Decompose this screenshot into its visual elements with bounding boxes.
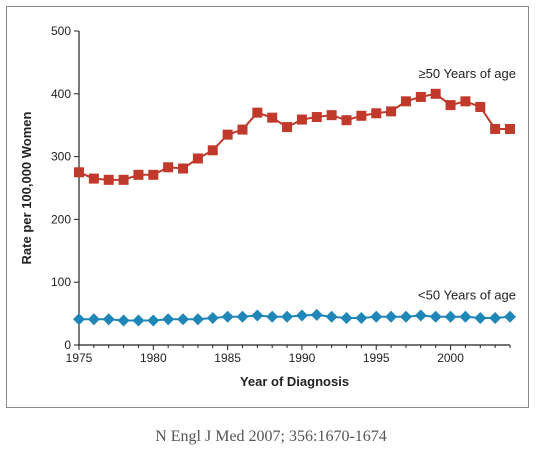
- data-point: [386, 106, 397, 117]
- data-point: [147, 314, 160, 327]
- data-point: [222, 129, 233, 140]
- y-tick-label: 300: [51, 150, 71, 164]
- data-point: [236, 310, 249, 323]
- data-point: [355, 311, 368, 324]
- data-point: [102, 313, 115, 326]
- data-point: [356, 110, 367, 121]
- data-point: [400, 96, 411, 107]
- x-tick-label: 1995: [363, 351, 390, 365]
- data-point: [162, 313, 175, 326]
- data-point: [504, 310, 516, 323]
- data-point: [459, 310, 472, 323]
- data-point: [191, 313, 204, 326]
- data-point: [296, 114, 307, 125]
- data-point: [177, 313, 190, 326]
- data-point: [206, 311, 219, 324]
- chart: 0 100 200 300 400 500 1975 1980 1985 1990 1995 2000…: [19, 24, 516, 389]
- series-age-under-50: [73, 308, 516, 327]
- y-tick-label: 0: [64, 338, 71, 352]
- data-point: [341, 115, 352, 126]
- data-point: [489, 311, 502, 324]
- data-point: [311, 112, 322, 123]
- x-tick-label: 1990: [289, 351, 316, 365]
- data-point: [444, 310, 457, 323]
- series-age-50-plus: [74, 88, 515, 185]
- data-point: [118, 174, 129, 185]
- labels-layer: Year of Diagnosis Rate per 100,000 Women ≥…: [19, 66, 516, 389]
- x-tick-label: 1975: [66, 351, 93, 365]
- data-point: [399, 310, 412, 323]
- data-point: [326, 110, 337, 121]
- data-point: [133, 169, 144, 180]
- data-point: [460, 96, 471, 107]
- data-point: [117, 314, 130, 327]
- series-label: ≥50 Years of age: [419, 66, 517, 81]
- series-label: <50 Years of age: [418, 287, 516, 302]
- data-point: [415, 91, 426, 102]
- series-line: [78, 92, 510, 181]
- y-tick-label: 400: [51, 87, 71, 101]
- data-point: [192, 153, 203, 164]
- x-axis-title: Year of Diagnosis: [240, 374, 349, 389]
- data-point: [474, 311, 487, 324]
- x-tick-label: 1980: [140, 351, 167, 365]
- series-layer: [73, 88, 516, 327]
- x-tick-label: 1985: [214, 351, 241, 365]
- data-point: [237, 124, 248, 135]
- data-point: [87, 313, 100, 326]
- data-point: [148, 169, 159, 180]
- data-point: [88, 173, 99, 184]
- data-point: [266, 310, 279, 323]
- data-point: [414, 309, 427, 322]
- axes: 0 100 200 300 400 500 1975 1980 1985 1990 1995 2000: [51, 24, 511, 365]
- data-point: [325, 310, 338, 323]
- y-tick-label: 200: [51, 212, 71, 226]
- data-point: [163, 162, 174, 173]
- citation: N Engl J Med 2007; 356:1670-1674: [155, 428, 387, 445]
- data-point: [295, 309, 308, 322]
- data-point: [178, 163, 189, 174]
- data-point: [310, 308, 323, 321]
- data-point: [490, 123, 501, 134]
- data-point: [103, 174, 114, 185]
- data-point: [251, 309, 264, 322]
- data-point: [252, 107, 263, 118]
- data-point: [132, 314, 145, 327]
- data-point: [282, 122, 293, 133]
- data-point: [267, 112, 278, 123]
- y-axis-title: Rate per 100,000 Women: [19, 111, 34, 264]
- data-point: [475, 101, 486, 112]
- figure-frame: 0 100 200 300 400 500 1975 1980 1985 1990 1995 2000…: [6, 6, 529, 408]
- data-point: [430, 88, 441, 99]
- data-point: [371, 108, 382, 119]
- data-point: [340, 311, 353, 324]
- data-point: [281, 310, 294, 323]
- data-point: [74, 167, 84, 178]
- y-tick-label: 100: [51, 275, 71, 289]
- x-tick-label: 2000: [437, 351, 464, 365]
- data-point: [385, 310, 398, 323]
- data-point: [429, 310, 442, 323]
- data-point: [73, 313, 85, 326]
- y-tick-label: 500: [51, 24, 71, 38]
- series-line: [79, 313, 511, 322]
- data-point: [505, 123, 515, 134]
- data-point: [370, 310, 383, 323]
- data-point: [221, 310, 234, 323]
- data-point: [207, 145, 218, 156]
- data-point: [445, 100, 456, 111]
